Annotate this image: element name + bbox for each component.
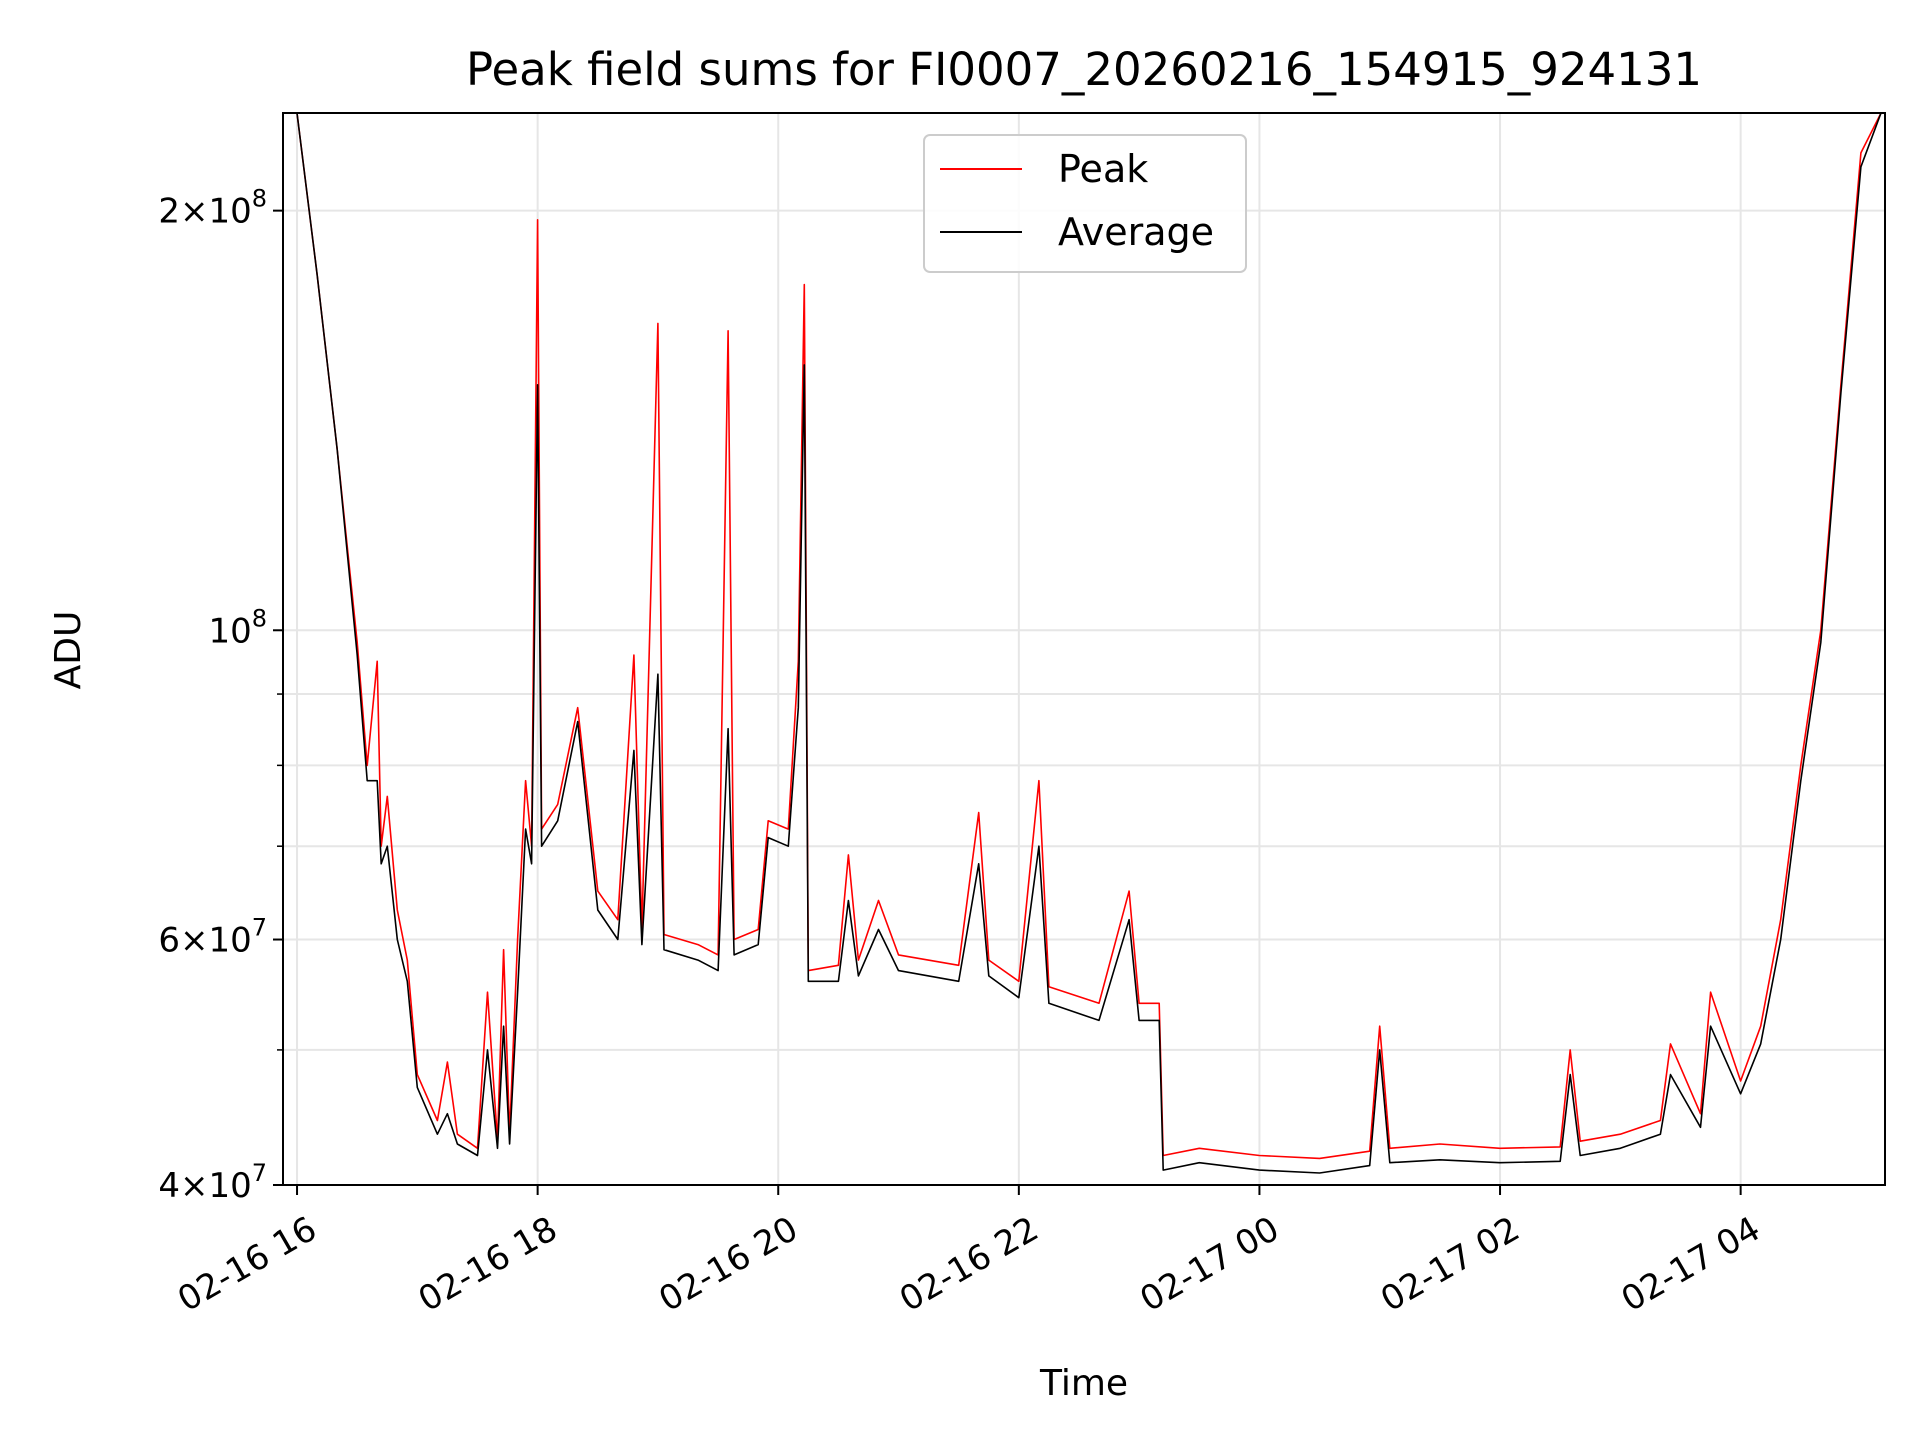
legend: Peak Average [923, 134, 1247, 273]
y-axis-label: ADU [48, 611, 89, 690]
legend-label-peak: Peak [1058, 147, 1148, 191]
plot-series [296, 113, 1882, 1174]
y-tick-label: 4×107 [158, 1159, 267, 1206]
y-tick-label: 108 [208, 604, 267, 651]
y-tick-label: 2×108 [158, 185, 267, 232]
chart-title: Peak field sums for FI0007_20260216_1549… [466, 43, 1702, 96]
legend-label-average: Average [1058, 210, 1214, 254]
plot-frame [282, 112, 1886, 1186]
y-tick-label: 6×107 [158, 914, 267, 961]
x-axis-label: Time [1039, 1363, 1128, 1404]
series-line-average [296, 113, 1882, 1174]
y-axis: 4×107 6×107 108 2×108 [158, 185, 283, 1206]
